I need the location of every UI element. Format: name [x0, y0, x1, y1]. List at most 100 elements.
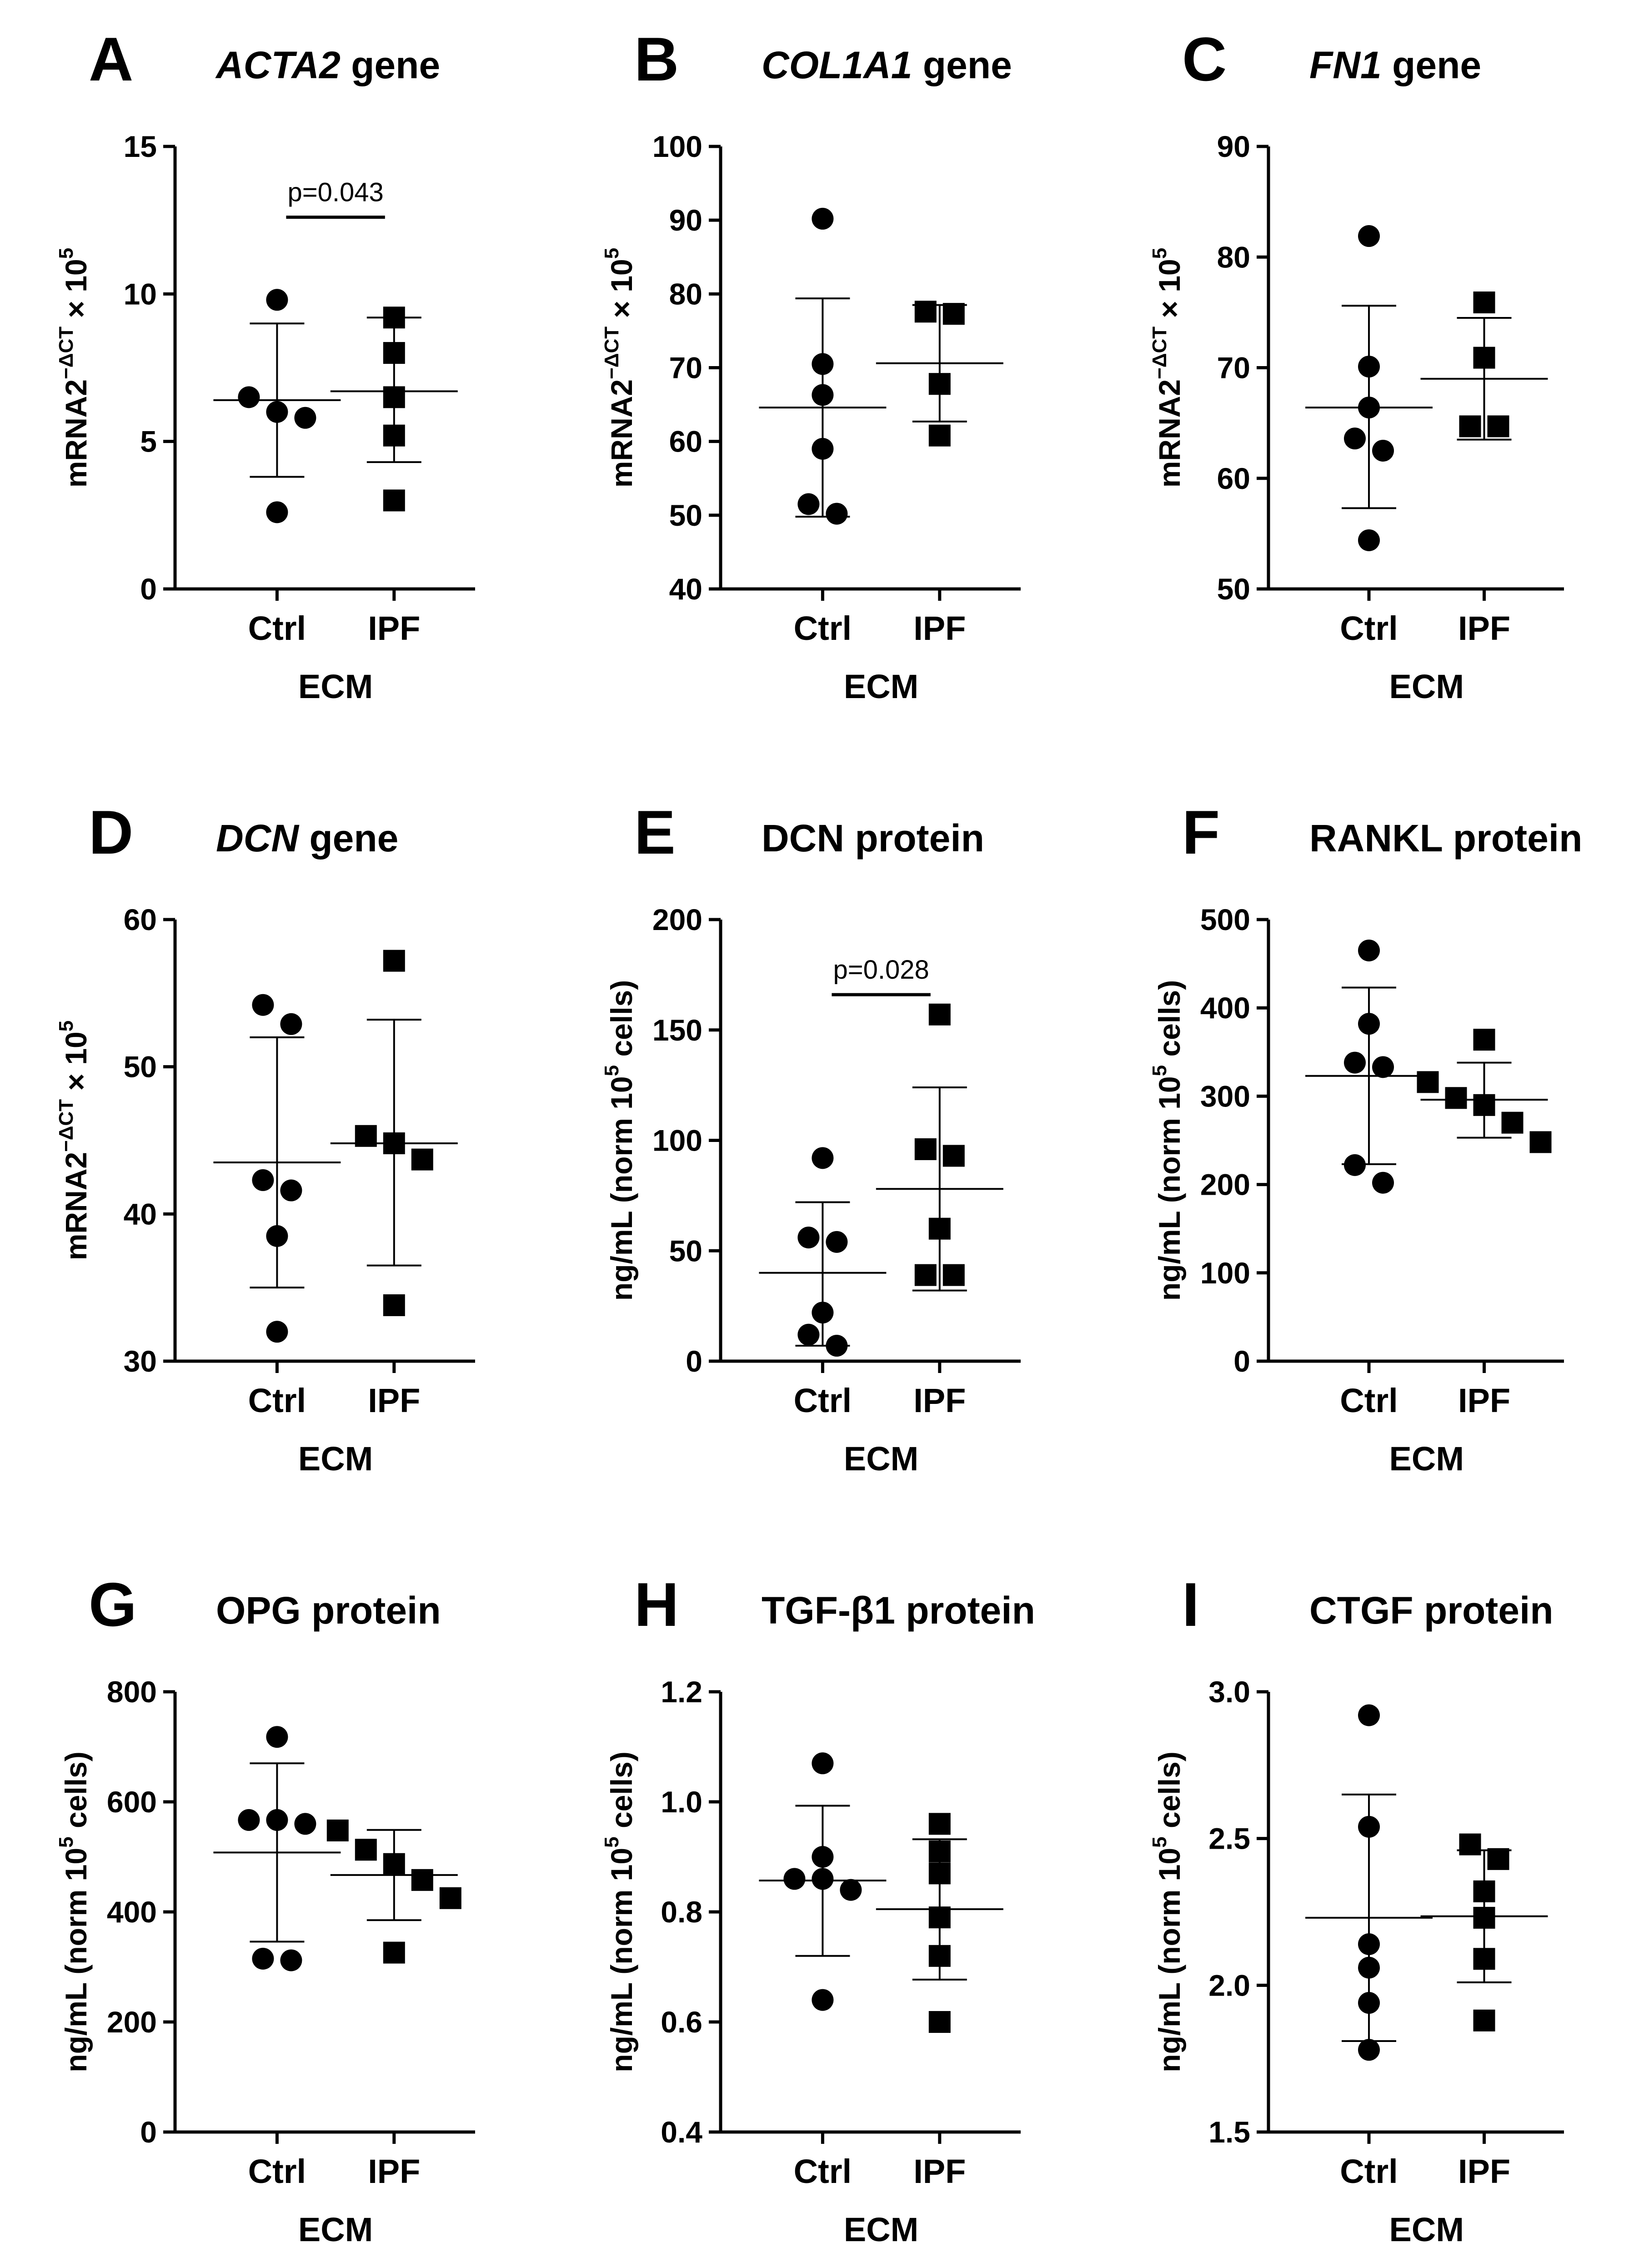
x-tick-label: Ctrl: [248, 1382, 306, 1419]
y-tick-label: 60: [124, 903, 157, 936]
x-tick-label: IPF: [1458, 2152, 1510, 2190]
panel-title: COL1A1 gene: [762, 44, 1012, 86]
panel-letter: A: [89, 25, 133, 94]
data-point-ctrl: [812, 438, 834, 460]
y-axis-label: mRNA2−ΔCT × 105: [1148, 248, 1186, 488]
data-point-ipf: [928, 1840, 951, 1862]
y-tick-label: 500: [1200, 903, 1250, 936]
panel-A: A ACTA2 gene 0 5 10 15 Ctrl IPF ECM mRNA2−ΔCT × 1…: [55, 25, 475, 705]
y-tick-label: 3.0: [1208, 1675, 1250, 1709]
data-point-ctrl: [812, 207, 834, 230]
data-point-ipf: [1473, 1906, 1495, 1929]
data-point-ipf: [1487, 1848, 1509, 1870]
x-tick-label: IPF: [1458, 609, 1510, 647]
panel-C: C FN1 gene 50 60 70 80 90 Ctrl IPF ECM mRNA2−ΔCT ×…: [1148, 25, 1564, 705]
y-tick-label: 5: [140, 425, 157, 458]
data-point-ctrl: [252, 1947, 274, 1970]
data-point-ipf: [1473, 1029, 1495, 1051]
data-point-ctrl: [797, 1323, 820, 1346]
data-point-ctrl: [266, 289, 288, 311]
y-tick-label: 300: [1200, 1079, 1250, 1113]
data-point-ipf: [326, 1819, 349, 1841]
y-tick-label: 40: [124, 1197, 157, 1231]
data-point-ipf: [383, 489, 405, 512]
data-point-ipf: [928, 1906, 951, 1929]
panel-G: G OPG protein 0 200 400 600 800 Ctrl IPF ECM ng/mL…: [55, 1570, 475, 2248]
x-axis-label: ECM: [1389, 2211, 1464, 2248]
data-point-ctrl: [1358, 1704, 1380, 1726]
data-point-ctrl: [1358, 1013, 1380, 1035]
y-tick-label: 2.5: [1208, 1822, 1250, 1856]
x-tick-label: IPF: [368, 1382, 420, 1419]
y-tick-label: 0.8: [661, 1895, 702, 1929]
y-tick-label: 50: [124, 1050, 157, 1084]
data-point-ipf: [928, 1217, 951, 1240]
y-tick-label: 400: [107, 1895, 157, 1929]
y-tick-label: 10: [124, 277, 157, 311]
data-point-ipf: [928, 1945, 951, 1967]
panel-title: CTGF protein: [1309, 1589, 1554, 1632]
data-point-ipf: [355, 1125, 377, 1147]
data-point-ipf: [383, 1132, 405, 1154]
data-point-ipf: [1501, 1111, 1524, 1134]
data-point-ctrl: [294, 407, 316, 429]
x-axis-label: ECM: [298, 668, 373, 705]
y-tick-label: 0: [686, 1344, 702, 1378]
y-tick-label: 90: [669, 203, 702, 237]
data-point-ipf: [914, 301, 937, 323]
axis-lines: [719, 146, 1021, 591]
data-point-ctrl: [1358, 1815, 1380, 1838]
x-tick-label: IPF: [368, 2152, 420, 2190]
y-tick-label: 200: [107, 2005, 157, 2039]
axis-lines: [173, 146, 475, 591]
data-point-ipf: [383, 307, 405, 329]
data-point-ctrl: [812, 1752, 834, 1775]
data-point-ctrl: [797, 1227, 820, 1249]
data-point-ctrl: [812, 1989, 834, 2011]
data-point-ctrl: [1358, 225, 1380, 247]
data-point-ipf: [383, 1941, 405, 1964]
y-tick-label: 80: [669, 277, 702, 311]
y-tick-label: 800: [107, 1675, 157, 1709]
data-point-ipf: [914, 1138, 937, 1160]
data-point-ctrl: [1358, 397, 1380, 419]
axis-lines: [1267, 146, 1564, 591]
y-axis-label: ng/mL (norm 105 cells): [601, 980, 638, 1301]
x-tick-label: IPF: [368, 609, 420, 647]
panel-I: I CTGF protein 1.5 2.0 2.5 3.0 Ctrl IPF ECM ng/mL…: [1148, 1570, 1564, 2248]
data-point-ctrl: [1344, 1051, 1366, 1074]
y-tick-label: 60: [669, 425, 702, 458]
data-point-ipf: [914, 1264, 937, 1286]
data-point-ipf: [355, 1839, 377, 1861]
data-point-ipf: [383, 1853, 405, 1875]
data-point-ctrl: [812, 353, 834, 375]
data-point-ctrl: [280, 1013, 302, 1035]
x-tick-label: Ctrl: [1340, 2152, 1398, 2190]
x-axis-label: ECM: [1389, 1440, 1464, 1478]
panel-letter: D: [89, 798, 133, 867]
x-tick-label: Ctrl: [248, 609, 306, 647]
data-point-ctrl: [826, 503, 848, 525]
x-tick-label: IPF: [913, 609, 966, 647]
data-point-ctrl: [840, 1879, 862, 1901]
p-value-label: p=0.028: [833, 955, 929, 985]
data-point-ctrl: [252, 1169, 274, 1191]
panel-D: D DCN gene 30 40 50 60 Ctrl IPF ECM mRNA2−ΔCT × 1…: [55, 798, 475, 1478]
y-tick-label: 1.0: [661, 1785, 702, 1819]
y-tick-label: 150: [652, 1013, 702, 1047]
axis-lines: [1267, 1692, 1564, 2134]
y-axis-label: ng/mL (norm 105 cells): [1148, 1751, 1186, 2072]
y-tick-label: 30: [124, 1344, 157, 1378]
data-point-ctrl: [1358, 529, 1380, 551]
y-tick-label: 100: [652, 130, 702, 163]
data-point-ctrl: [826, 1335, 848, 1357]
data-point-ctrl: [266, 1321, 288, 1343]
y-tick-label: 100: [1200, 1256, 1250, 1290]
y-tick-label: 70: [1217, 351, 1250, 385]
data-point-ctrl: [812, 1868, 834, 1890]
data-point-ipf: [928, 1003, 951, 1026]
x-tick-label: Ctrl: [794, 2152, 852, 2190]
data-point-ipf: [928, 373, 951, 395]
axis-lines: [719, 1692, 1021, 2134]
